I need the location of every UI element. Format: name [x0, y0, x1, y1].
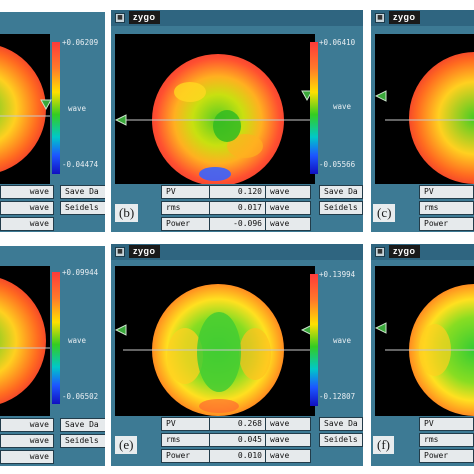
phase-map-image — [385, 284, 474, 416]
pv-label: PV — [161, 185, 211, 199]
phase-map-view — [115, 266, 315, 416]
phase-map-view — [375, 266, 474, 416]
rms-label: rms — [161, 201, 211, 215]
pv-unit: wave — [265, 185, 311, 199]
pv-value: 0.268 — [209, 417, 267, 431]
seidels-button[interactable]: Seidels — [60, 434, 105, 448]
phase-map-image — [385, 52, 474, 184]
phase-map-view — [0, 34, 50, 184]
title-bar: ■ zygo — [111, 10, 363, 26]
power-label: Power — [419, 449, 474, 463]
scale-unit-label: wave — [68, 336, 87, 345]
title-bar: ■ zygo — [371, 244, 474, 260]
title-bar: ■ zygo — [371, 10, 474, 26]
save-data-button[interactable]: Save Da — [60, 418, 105, 432]
scale-min-label: -0.06502 — [62, 392, 99, 401]
scale-unit-label: wave — [333, 336, 352, 345]
scale-unit-label: wave — [68, 104, 87, 113]
pv-unit: wave — [265, 417, 311, 431]
power-unit-field: wave — [0, 217, 54, 231]
pv-unit-field: wave — [0, 418, 54, 432]
system-menu-icon[interactable]: ■ — [375, 247, 385, 257]
power-label: Power — [161, 449, 211, 463]
rms-unit-field: wave — [0, 201, 54, 215]
seidels-button[interactable]: Seidels — [319, 433, 363, 447]
scale-min-label: -0.04474 — [62, 160, 99, 169]
phase-map-view — [115, 34, 315, 184]
figure-label: (c) — [373, 204, 396, 222]
phase-map-image — [123, 54, 311, 184]
interferogram-window-e: ■ zygo +0.13994 wave -0.12807 PV 0.268 w… — [111, 244, 363, 466]
phase-map-view — [0, 266, 50, 416]
app-logo: zygo — [389, 11, 420, 24]
scale-max-label: +0.09944 — [62, 268, 99, 277]
rms-label: rms — [419, 433, 474, 447]
pv-label: PV — [419, 417, 474, 431]
rms-unit: wave — [265, 433, 311, 447]
triangle-marker-icon[interactable] — [40, 99, 52, 111]
system-menu-icon[interactable]: ■ — [115, 13, 125, 23]
interferogram-window-c: ■ zygo PV rms Power (c) — [371, 10, 474, 232]
color-scale-bar — [52, 42, 60, 174]
color-scale-bar — [52, 272, 60, 404]
scale-max-label: +0.06410 — [319, 38, 356, 47]
power-unit: wave — [265, 217, 311, 231]
triangle-marker-icon[interactable] — [301, 90, 313, 102]
power-value: -0.096 — [209, 217, 267, 231]
scale-min-label: -0.12807 — [319, 392, 356, 401]
rms-value: 0.017 — [209, 201, 267, 215]
save-data-button[interactable]: Save Da — [319, 185, 363, 199]
phase-map-image — [0, 46, 50, 172]
app-logo: zygo — [129, 245, 160, 258]
save-data-button[interactable]: Save Da — [319, 417, 363, 431]
pv-value: 0.120 — [209, 185, 267, 199]
power-unit: wave — [265, 449, 311, 463]
seidels-button[interactable]: Seidels — [319, 201, 363, 215]
triangle-marker-icon[interactable] — [115, 324, 127, 336]
scale-min-label: -0.05566 — [319, 160, 356, 169]
triangle-marker-icon[interactable] — [375, 322, 387, 334]
figure-label: (b) — [115, 204, 139, 222]
triangle-marker-icon[interactable] — [115, 114, 127, 126]
rms-label: rms — [161, 433, 211, 447]
power-value: 0.010 — [209, 449, 267, 463]
phase-map-image — [123, 284, 311, 416]
phase-map-view — [375, 34, 474, 184]
pv-unit-field: wave — [0, 185, 54, 199]
rms-value: 0.045 — [209, 433, 267, 447]
power-label: Power — [419, 217, 474, 231]
interferogram-window-f: ■ zygo PV rms Power (f) — [371, 244, 474, 466]
rms-unit: wave — [265, 201, 311, 215]
power-unit-field: wave — [0, 450, 54, 464]
title-bar: ■ zygo — [111, 244, 363, 260]
rms-label: rms — [419, 201, 474, 215]
seidels-button[interactable]: Seidels — [60, 201, 105, 215]
figure-label: (f) — [373, 436, 394, 454]
color-scale-bar — [310, 42, 318, 174]
power-label: Power — [161, 217, 211, 231]
triangle-marker-icon[interactable] — [375, 90, 387, 102]
app-logo: zygo — [389, 245, 420, 258]
scale-max-label: +0.06209 — [62, 38, 99, 47]
rms-unit-field: wave — [0, 434, 54, 448]
app-logo: zygo — [129, 11, 160, 24]
scale-unit-label: wave — [333, 102, 352, 111]
color-scale-bar — [310, 274, 318, 406]
system-menu-icon[interactable]: ■ — [375, 13, 385, 23]
pv-label: PV — [419, 185, 474, 199]
scale-max-label: +0.13994 — [319, 270, 356, 279]
interferogram-window-d: +0.09944 wave -0.06502 wave wave wave Sa… — [0, 246, 105, 466]
interferogram-window-b: ■ zygo +0.06410 wave -0.05566 PV 0.120 w… — [111, 10, 363, 232]
pv-label: PV — [161, 417, 211, 431]
phase-map-image — [0, 278, 50, 404]
system-menu-icon[interactable]: ■ — [115, 247, 125, 257]
interferogram-window-a: +0.06209 wave -0.04474 wave wave wave Sa… — [0, 12, 105, 232]
save-data-button[interactable]: Save Da — [60, 185, 105, 199]
figure-label: (e) — [115, 436, 138, 454]
